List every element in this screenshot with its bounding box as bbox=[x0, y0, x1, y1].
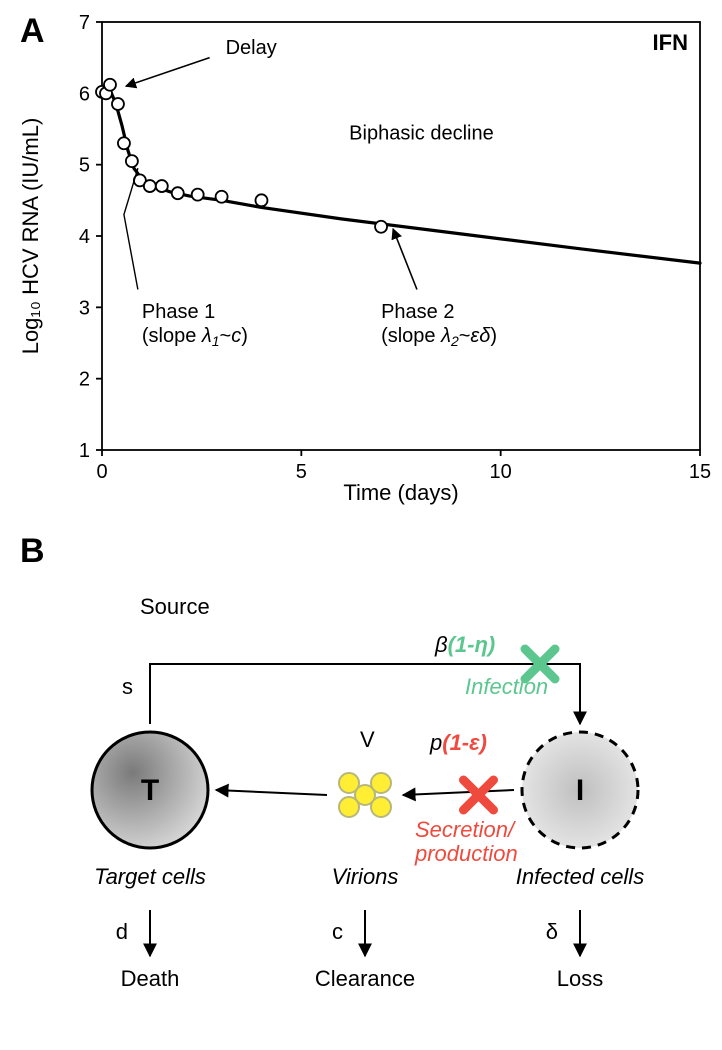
data-point bbox=[144, 180, 156, 192]
secretion-arrow bbox=[403, 790, 514, 795]
phase1-line1: Phase 1 bbox=[142, 301, 215, 323]
top-right-label: IFN bbox=[653, 30, 688, 55]
data-point bbox=[118, 137, 130, 149]
phase1-line2: (slope λ1~c) bbox=[142, 325, 248, 349]
secretion-label-1: Secretion/ bbox=[415, 817, 516, 842]
clearance-label: Clearance bbox=[315, 966, 415, 991]
virion-icon bbox=[339, 797, 359, 817]
virion-icon bbox=[339, 773, 359, 793]
y-tick-label: 3 bbox=[79, 297, 90, 319]
s-label: s bbox=[122, 674, 133, 699]
y-tick-label: 1 bbox=[79, 440, 90, 462]
data-point bbox=[192, 189, 204, 201]
panel-a-svg: A 0 5 10 15 1 2 3 4 5 6 7 Time (days) Log₁₀ HCV RNA (… bbox=[0, 0, 722, 520]
infect-arrow bbox=[216, 790, 327, 795]
panel-a-label: A bbox=[20, 12, 45, 50]
beta-label: β(1-η) bbox=[434, 632, 495, 657]
panel-b-svg: B Source s β(1-η) Infection T I Vp(1-ε) Secretio… bbox=[0, 520, 722, 1050]
data-point bbox=[172, 187, 184, 199]
infected-cell-letter: I bbox=[576, 774, 584, 807]
delta-label: δ bbox=[546, 919, 558, 944]
delay-label: Delay bbox=[226, 37, 277, 59]
y-tick-label: 4 bbox=[79, 226, 90, 248]
target-cells-label: Target cells bbox=[94, 864, 206, 889]
figure-page: A 0 5 10 15 1 2 3 4 5 6 7 Time (days) Log₁₀ HCV RNA (… bbox=[0, 0, 722, 1050]
y-axis-label: Log₁₀ HCV RNA (IU/mL) bbox=[18, 118, 43, 355]
data-point bbox=[255, 194, 267, 206]
axes-box bbox=[102, 22, 700, 450]
x-axis-label: Time (days) bbox=[343, 480, 458, 505]
data-point bbox=[126, 155, 138, 167]
data-point bbox=[104, 79, 116, 91]
loss-label: Loss bbox=[557, 966, 603, 991]
biphasic-label: Biphasic decline bbox=[349, 123, 494, 145]
data-point bbox=[156, 180, 168, 192]
virion-icon bbox=[371, 797, 391, 817]
d-label: d bbox=[116, 919, 128, 944]
y-tick-label: 6 bbox=[79, 83, 90, 105]
target-cell-letter: T bbox=[141, 774, 159, 807]
c-label: c bbox=[332, 919, 343, 944]
x-tick-label: 15 bbox=[689, 461, 711, 483]
data-point bbox=[216, 191, 228, 203]
y-tick-label: 5 bbox=[79, 155, 90, 177]
phase1-pointer bbox=[124, 168, 138, 289]
data-point bbox=[375, 221, 387, 233]
secretion-label-2: production bbox=[414, 841, 518, 866]
source-label: Source bbox=[140, 594, 210, 619]
virions-label: Virions bbox=[332, 864, 399, 889]
phase2-arrow bbox=[393, 229, 417, 290]
x-tick-label: 0 bbox=[96, 461, 107, 483]
fit-curve bbox=[102, 90, 700, 263]
data-point bbox=[112, 98, 124, 110]
virion-icon bbox=[371, 773, 391, 793]
infection-label: Infection bbox=[465, 674, 548, 699]
virions-v-label: V bbox=[360, 727, 375, 752]
y-tick-label: 7 bbox=[79, 12, 90, 34]
phase2-line2: (slope λ2~εδ) bbox=[381, 325, 497, 349]
x-tick-label: 10 bbox=[490, 461, 512, 483]
phase2-line1: Phase 2 bbox=[381, 301, 454, 323]
delay-arrow bbox=[126, 58, 210, 87]
p-label: p(1-ε) bbox=[429, 730, 487, 755]
panel-b-label: B bbox=[20, 532, 45, 570]
x-tick-label: 5 bbox=[296, 461, 307, 483]
death-label: Death bbox=[121, 966, 180, 991]
infected-cells-label: Infected cells bbox=[516, 864, 644, 889]
y-tick-label: 2 bbox=[79, 369, 90, 391]
